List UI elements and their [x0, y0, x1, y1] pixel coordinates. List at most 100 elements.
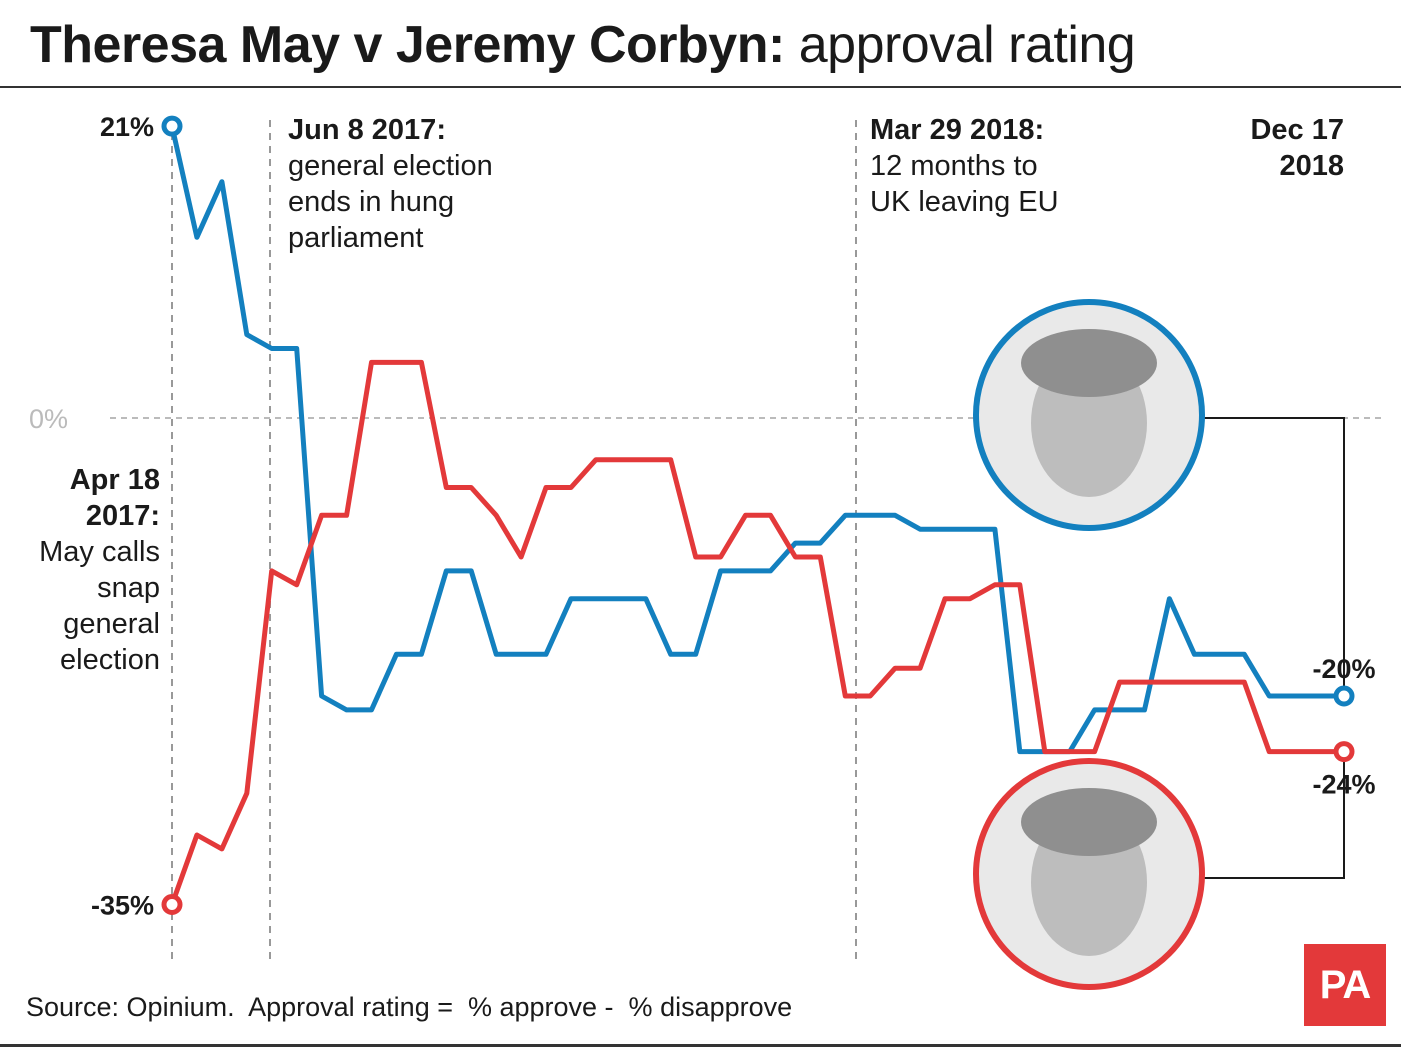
corbyn-point [620, 459, 622, 461]
may-point [670, 653, 672, 655]
corbyn-point [221, 848, 223, 850]
annotation-mar29: Mar 29 2018: 12 months to UK leaving EU [870, 112, 1085, 220]
may-point [769, 570, 771, 572]
annotation-apr18-head: Apr 18 2017: [69, 464, 160, 532]
may-point [321, 695, 323, 697]
corbyn-point [445, 487, 447, 488]
corbyn-point [1243, 681, 1245, 683]
title-bold: Theresa May v Jeremy Corbyn: [30, 16, 785, 74]
may-point [1193, 653, 1195, 655]
may-point [1293, 695, 1295, 697]
corbyn-point [894, 667, 896, 669]
may-point [271, 348, 273, 349]
may-point [645, 598, 647, 600]
may-point [720, 570, 722, 572]
annotation-mar29-head: Mar 29 2018: [870, 114, 1045, 146]
corbyn-point [370, 361, 372, 363]
corbyn-point [321, 514, 323, 516]
corbyn-point [695, 556, 697, 558]
corbyn-point [495, 514, 497, 516]
corbyn-point [570, 487, 572, 488]
may-point [1243, 653, 1245, 655]
corbyn-point [869, 695, 871, 697]
corbyn-point [420, 361, 422, 363]
corbyn-point [545, 487, 547, 488]
may-point [919, 528, 921, 530]
may-point [296, 348, 298, 349]
corbyn-point [1019, 584, 1021, 586]
may-point [570, 598, 572, 600]
corbyn-point [271, 570, 273, 572]
corbyn-point [246, 792, 248, 794]
bottom-rule [0, 1044, 1401, 1047]
corbyn-point [645, 459, 647, 461]
may-point [794, 542, 796, 544]
may-point [520, 653, 522, 655]
corbyn-point [1268, 751, 1270, 753]
may-point [745, 570, 747, 572]
may-point [495, 653, 497, 655]
may-point [819, 542, 821, 544]
corbyn-leader-line [1202, 746, 1345, 879]
may-point [445, 570, 447, 572]
zero-label: 0% [29, 404, 68, 434]
may-leader-line [1202, 417, 1345, 690]
may-start-label: 21% [100, 112, 154, 142]
may-point [595, 598, 597, 600]
corbyn-point [819, 556, 821, 558]
corbyn-point [1218, 681, 1220, 683]
corbyn-point [520, 556, 522, 558]
may-point [420, 653, 422, 655]
corbyn-point [1069, 751, 1071, 753]
may-point [221, 181, 223, 183]
corbyn-point [395, 361, 397, 363]
annotation-jun8: Jun 8 2017: general election ends in hun… [288, 112, 538, 256]
may-point [994, 528, 996, 530]
pa-logo: PA [1304, 944, 1386, 1026]
may-point [844, 514, 846, 516]
corbyn-start-marker [161, 894, 183, 915]
corbyn-point [745, 514, 747, 516]
corbyn-series-line [169, 359, 1344, 906]
corbyn-portrait-hair [1021, 788, 1157, 856]
corbyn-point [595, 459, 597, 461]
corbyn-point [1044, 751, 1046, 753]
may-end-label: -20% [1312, 654, 1375, 684]
may-point [894, 514, 896, 516]
may-point [346, 709, 348, 711]
corbyn-point [944, 598, 946, 600]
corbyn-point [1144, 681, 1146, 683]
may-point [470, 570, 472, 572]
annotation-mar29-body: 12 months to UK leaving EU [870, 150, 1059, 218]
annotation-apr18-body: May calls snap general election [39, 536, 160, 676]
may-point [196, 236, 198, 238]
may-point [545, 653, 547, 655]
may-point [1218, 653, 1220, 655]
corbyn-point [919, 667, 921, 669]
corbyn-point [994, 584, 996, 586]
may-point [1168, 598, 1170, 600]
corbyn-end-label: -24% [1312, 770, 1375, 800]
may-point [620, 598, 622, 600]
may-point [1144, 709, 1146, 711]
may-point [695, 653, 697, 655]
may-point [395, 653, 397, 655]
corbyn-point [1193, 681, 1195, 683]
corbyn-point [470, 487, 472, 488]
corbyn-point [844, 695, 846, 697]
annotation-apr18: Apr 18 2017: May calls snap general elec… [18, 462, 160, 678]
may-point [370, 709, 372, 711]
corbyn-point [969, 598, 971, 600]
may-point [1268, 695, 1270, 697]
corbyn-point [670, 459, 672, 461]
corbyn-point [769, 514, 771, 516]
may-series-line [169, 125, 1344, 755]
may-point [246, 334, 248, 336]
may-point [869, 514, 871, 516]
annotation-dec17-head: Dec 17 2018 [1250, 114, 1344, 182]
corbyn-point [1119, 681, 1121, 683]
corbyn-point [1168, 681, 1170, 683]
corbyn-point [1318, 751, 1320, 753]
may-point [1094, 709, 1096, 711]
